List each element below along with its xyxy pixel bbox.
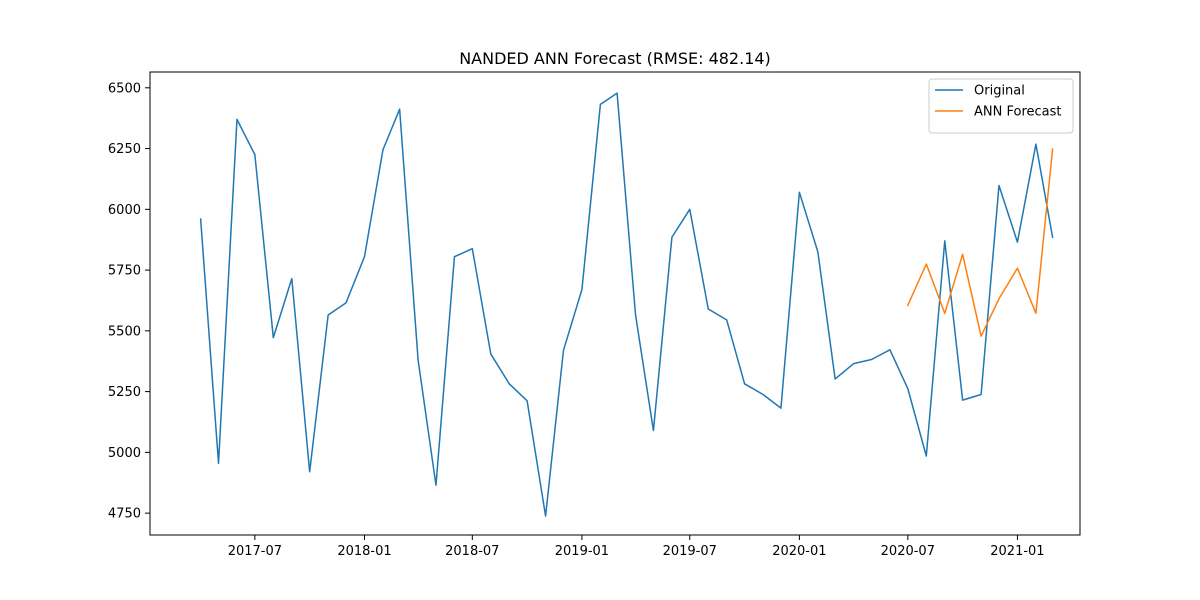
x-tick-label: 2019-01 (555, 544, 609, 559)
x-tick-label: 2020-07 (881, 544, 935, 559)
x-tick-label: 2018-01 (337, 544, 391, 559)
x-axis: 2017-07 2018-01 2018-07 2019-01 2019-07 2020-… (228, 535, 1045, 559)
y-axis: 4750 5000 5250 5500 5750 6000 6250 6500 (108, 81, 150, 522)
legend-box (928, 78, 1074, 134)
x-tick-label: 2017-07 (228, 544, 282, 559)
y-tick-label: 4750 (108, 507, 141, 522)
y-tick-label: 5500 (108, 324, 141, 339)
chart-title: NANDED ANN Forecast (RMSE: 482.14) (459, 49, 771, 68)
y-tick-label: 5250 (108, 385, 141, 400)
plot-frame (149, 71, 1081, 536)
y-tick-label: 6000 (108, 203, 141, 218)
legend-label-1: ANN Forecast (974, 105, 1061, 120)
series-line-1 (906, 148, 1054, 337)
x-tick-label: 2019-07 (663, 544, 717, 559)
y-tick-label: 6500 (108, 81, 141, 96)
series-line-0 (199, 92, 1054, 517)
y-tick-label: 5750 (108, 264, 141, 279)
x-tick-label: 2018-07 (445, 544, 499, 559)
x-tick-label: 2021-01 (990, 544, 1044, 559)
legend: Original ANN Forecast (928, 78, 1074, 134)
legend-label-0: Original (974, 84, 1025, 99)
y-tick-label: 5000 (108, 446, 141, 461)
y-tick-label: 6250 (108, 142, 141, 157)
x-tick-label: 2020-01 (772, 544, 826, 559)
